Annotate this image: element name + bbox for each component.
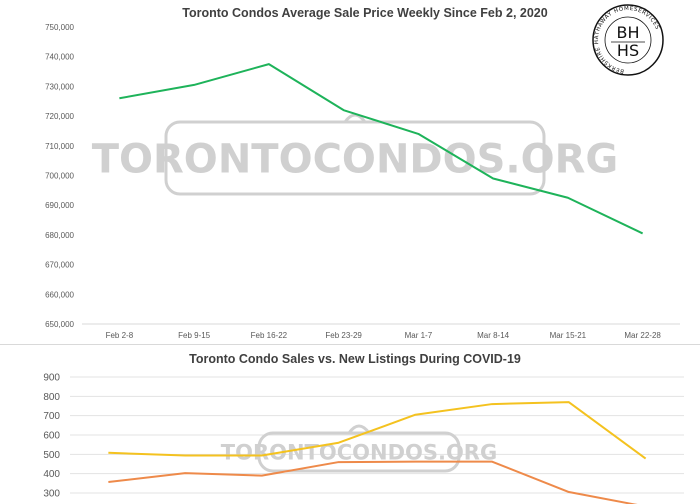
x-axis: Feb 2-8 Feb 9-15 Feb 16-22 Feb 23-29 Mar 1-7…	[82, 323, 680, 340]
y-tick-label: 700,000	[45, 172, 74, 181]
watermark-text: TORONTOCONDOS.ORG	[221, 441, 497, 465]
y-tick-label: 720,000	[45, 112, 74, 121]
watermark: TORONTOCONDOS.ORG	[221, 424, 497, 473]
price-chart: TORONTOCONDOS.ORG 650,000660,000670,0006…	[45, 6, 680, 340]
y-tick-label: 660,000	[45, 290, 74, 299]
y-tick-label: 400	[43, 469, 60, 480]
y-tick-label: 300	[43, 489, 60, 500]
y-tick-label: 650,000	[45, 320, 74, 329]
x-tick-label: Feb 23-29	[325, 331, 362, 340]
x-tick-label: Feb 16-22	[251, 331, 288, 340]
sales-listings-chart: TORONTOCONDOS.ORG 300400500600700800900 …	[43, 352, 684, 504]
watermark-frame	[164, 120, 546, 196]
watermark-text: TORONTOCONDOS.ORG	[92, 136, 619, 182]
y-tick-label: 500	[43, 450, 60, 461]
bhhs-logo: BERKSHIRE HATHAWAY HOMESERVICES BH HS	[592, 4, 664, 76]
series-line	[119, 63, 644, 235]
y-tick-label: 680,000	[45, 231, 74, 240]
x-tick-label: Feb 2-8	[106, 331, 134, 340]
series-lines	[119, 63, 644, 235]
logo-line1: BH	[616, 23, 639, 42]
watermark-house	[347, 424, 371, 434]
gridlines	[70, 376, 684, 494]
divider	[0, 344, 700, 345]
watermark: TORONTOCONDOS.ORG	[92, 113, 619, 196]
y-axis: 300 400 500 600 700 800 900	[43, 373, 60, 500]
chart-title: Toronto Condos Average Sale Price Weekly…	[182, 6, 547, 20]
x-tick-label: Mar 1-7	[405, 331, 433, 340]
x-tick-label: Mar 8-14	[477, 331, 510, 340]
x-tick-label: Mar 22-28	[624, 331, 661, 340]
y-tick-label: 900	[43, 373, 60, 384]
y-tick-label: 730,000	[45, 82, 74, 91]
y-tick-label: 670,000	[45, 261, 74, 270]
y-tick-label: 600	[43, 431, 60, 442]
y-tick-label: 740,000	[45, 53, 74, 62]
logo-line2: HS	[617, 41, 639, 60]
y-tick-label: 690,000	[45, 201, 74, 210]
watermark-frame	[257, 431, 461, 473]
y-tick-label: 750,000	[45, 23, 74, 32]
y-tick-label: 710,000	[45, 142, 74, 151]
y-tick-label: 800	[43, 392, 60, 403]
watermark-house	[343, 113, 367, 123]
series-line	[108, 460, 638, 504]
x-tick-label: Feb 9-15	[178, 331, 211, 340]
x-tick-label: Mar 15-21	[550, 331, 587, 340]
chart-title: Toronto Condo Sales vs. New Listings Dur…	[189, 352, 521, 366]
y-axis: 650,000 660,000 670,000 680,000 690,000 700,0…	[45, 23, 74, 329]
series-line	[108, 401, 647, 460]
series-lines	[108, 401, 647, 504]
y-tick-label: 700	[43, 411, 60, 422]
